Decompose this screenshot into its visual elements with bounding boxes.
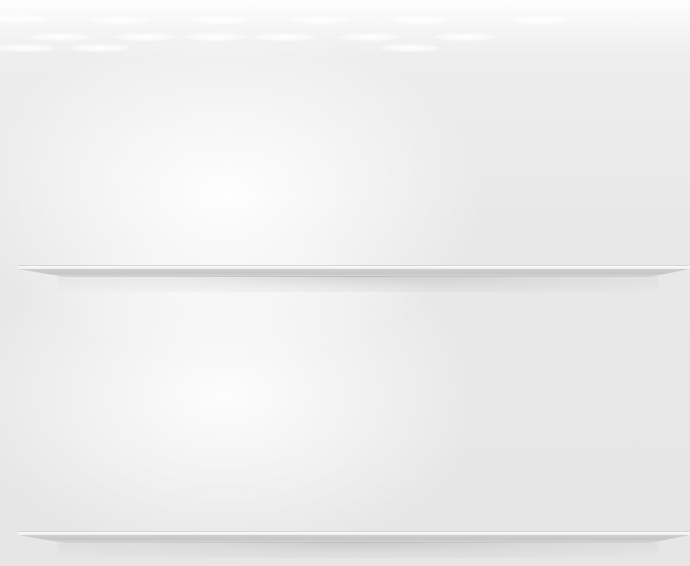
ceiling-light	[0, 44, 55, 52]
shelf-top-surface	[18, 531, 690, 536]
shelf-top-surface	[18, 265, 690, 270]
ceiling-light	[340, 33, 400, 41]
ceiling-light-strip	[0, 0, 690, 60]
ceiling-light	[115, 33, 175, 41]
shelf-shadow	[58, 276, 658, 292]
ceiling-light	[380, 44, 440, 52]
ceiling-light	[290, 16, 350, 24]
ceiling-light	[0, 15, 50, 23]
shelf-upper	[18, 265, 690, 292]
ceiling-light	[90, 16, 150, 24]
ceiling-light	[30, 33, 90, 41]
ceiling-light	[185, 33, 245, 41]
shelf-shadow	[58, 542, 658, 558]
shelf-front-edge	[18, 535, 690, 543]
ceiling-light	[255, 33, 315, 41]
ceiling-light	[510, 16, 570, 24]
shelf-lower	[18, 531, 690, 558]
ceiling-light	[190, 16, 250, 24]
ceiling-light	[70, 44, 130, 52]
ceiling-light	[390, 16, 450, 24]
ceiling-light	[435, 33, 495, 41]
shelf-front-edge	[18, 269, 690, 277]
